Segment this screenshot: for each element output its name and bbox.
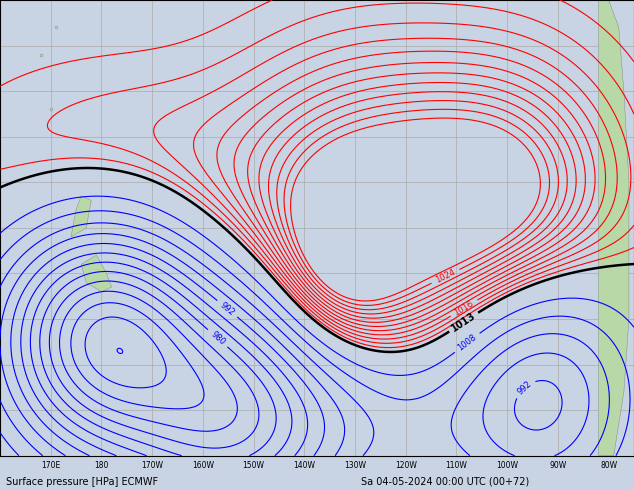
Text: 80W: 80W: [600, 461, 618, 470]
Text: 150W: 150W: [243, 461, 264, 470]
Text: 1024: 1024: [434, 268, 457, 285]
Text: 180: 180: [94, 461, 108, 470]
Text: 120W: 120W: [395, 461, 417, 470]
Text: 90W: 90W: [549, 461, 567, 470]
Polygon shape: [598, 0, 629, 456]
Text: Sa 04-05-2024 00:00 UTC (00+72): Sa 04-05-2024 00:00 UTC (00+72): [361, 477, 529, 487]
Text: 992: 992: [515, 379, 533, 396]
Text: Surface pressure [HPa] ECMWF: Surface pressure [HPa] ECMWF: [6, 477, 158, 487]
Text: 130W: 130W: [344, 461, 366, 470]
Point: [46, 105, 56, 113]
Text: 110W: 110W: [446, 461, 467, 470]
Text: 1008: 1008: [456, 333, 478, 353]
Text: 170W: 170W: [141, 461, 163, 470]
Text: 160W: 160W: [192, 461, 214, 470]
Text: 992: 992: [218, 300, 236, 317]
Text: 980: 980: [209, 330, 226, 347]
Polygon shape: [71, 196, 91, 237]
Text: 1013: 1013: [450, 311, 477, 334]
Text: 100W: 100W: [496, 461, 518, 470]
Text: 170E: 170E: [41, 461, 60, 470]
Text: 1016: 1016: [453, 299, 476, 318]
Polygon shape: [81, 255, 112, 292]
Point: [51, 24, 61, 31]
Point: [36, 51, 46, 59]
Text: 140W: 140W: [294, 461, 315, 470]
